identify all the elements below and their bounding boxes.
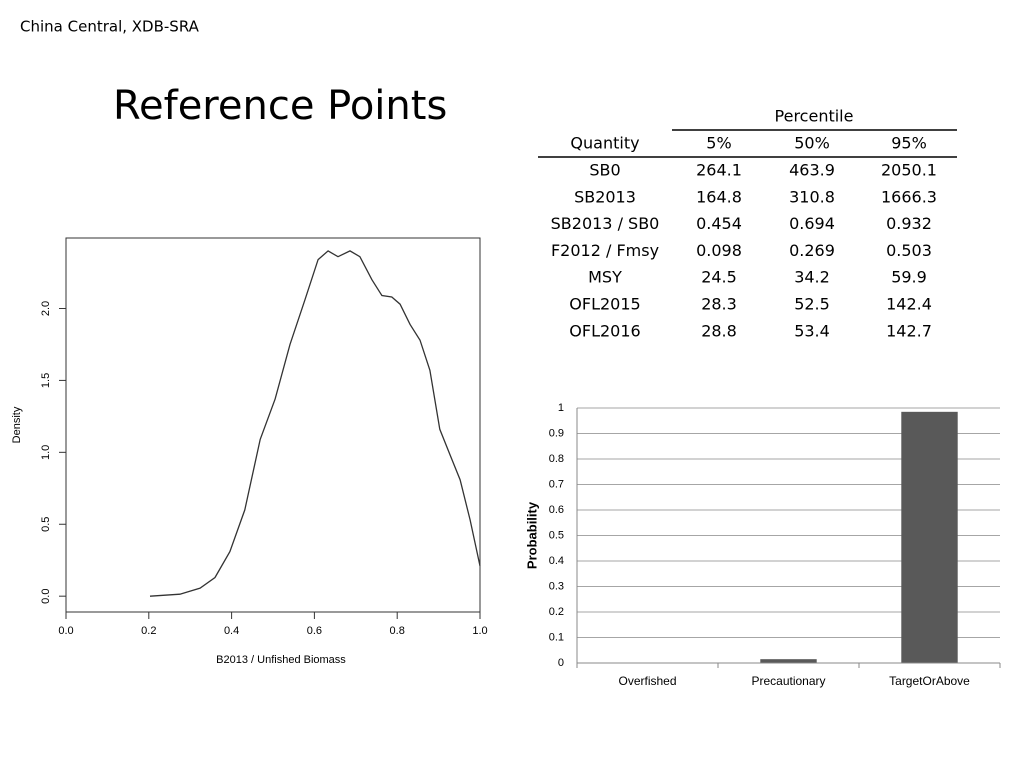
y-axis-label: Probability <box>524 501 539 569</box>
table-column-header: 95% <box>891 134 927 153</box>
y-tick-label: 0.4 <box>549 555 564 567</box>
y-tick-label: 1 <box>558 402 564 414</box>
table-cell: 0.503 <box>886 241 932 260</box>
density-line <box>149 250 481 597</box>
table-cell: 28.3 <box>701 295 737 314</box>
x-tick-label: 0.6 <box>307 625 322 637</box>
table-cell: 0.694 <box>789 214 835 233</box>
table-cell: 0.932 <box>886 214 932 233</box>
y-tick-label: 0 <box>558 657 564 669</box>
y-tick-label: 0.3 <box>549 580 564 592</box>
x-tick-label: 0.2 <box>141 625 156 637</box>
table-cell: 0.454 <box>696 214 742 233</box>
y-tick-label: 0.0 <box>40 589 52 604</box>
table-cell: 142.4 <box>886 295 932 314</box>
table-cell: 1666.3 <box>881 187 937 206</box>
table-cell: 0.098 <box>696 241 742 260</box>
table-cell: MSY <box>588 268 622 287</box>
x-tick-label: TargetOrAbove <box>889 674 970 688</box>
table-cell: 310.8 <box>789 187 835 206</box>
y-tick-label: 0.6 <box>549 504 564 516</box>
table-group-header: Percentile <box>775 107 854 126</box>
y-tick-label: 0.9 <box>549 427 564 439</box>
table-cell: 264.1 <box>696 161 742 180</box>
table-cell: 2050.1 <box>881 161 937 180</box>
table-cell: 164.8 <box>696 187 742 206</box>
x-tick-label: Overfished <box>618 674 676 688</box>
y-tick-label: 0.1 <box>549 631 564 643</box>
table-cell: 59.9 <box>891 268 927 287</box>
table-cell: 34.2 <box>794 268 830 287</box>
x-axis-label: B2013 / Unfished Biomass <box>216 654 346 666</box>
y-tick-label: 1.5 <box>40 373 52 388</box>
table-cell: 53.4 <box>794 321 830 340</box>
y-tick-label: 0.7 <box>549 478 564 490</box>
table-cell: SB0 <box>589 161 620 180</box>
table-cell: 24.5 <box>701 268 737 287</box>
slide-title: Reference Points <box>113 83 447 129</box>
slide-subtitle: China Central, XDB-SRA <box>20 18 200 36</box>
table-column-header: 50% <box>794 134 830 153</box>
table-cell: 52.5 <box>794 295 830 314</box>
y-tick-label: 2.0 <box>40 301 52 316</box>
y-tick-label: 1.0 <box>40 445 52 460</box>
table-cell: SB2013 <box>574 187 636 206</box>
y-tick-label: 0.8 <box>549 453 564 465</box>
y-tick-label: 0.2 <box>549 606 564 618</box>
x-tick-label: 0.4 <box>224 625 239 637</box>
plot-frame <box>65 237 481 613</box>
y-tick-label: 0.5 <box>40 517 52 532</box>
table-cell: SB2013 / SB0 <box>551 214 660 233</box>
x-tick-label: Precautionary <box>751 674 825 688</box>
bar <box>901 411 958 663</box>
x-tick-label: 0.0 <box>58 625 73 637</box>
table-cell: 142.7 <box>886 321 932 340</box>
table-cell: 463.9 <box>789 161 835 180</box>
x-tick-label: 0.8 <box>390 625 405 637</box>
table-cell: 0.269 <box>789 241 835 260</box>
table-cell: OFL2016 <box>569 321 640 340</box>
table-column-header: 5% <box>706 134 731 153</box>
bar <box>760 659 817 663</box>
x-tick-label: 1.0 <box>472 625 487 637</box>
table-cell: 28.8 <box>701 321 737 340</box>
table-cell: OFL2015 <box>569 295 640 314</box>
y-axis-label: Density <box>11 406 23 443</box>
y-tick-label: 0.5 <box>549 529 564 541</box>
table-column-header: Quantity <box>570 134 639 153</box>
table-cell: F2012 / Fmsy <box>551 241 659 260</box>
